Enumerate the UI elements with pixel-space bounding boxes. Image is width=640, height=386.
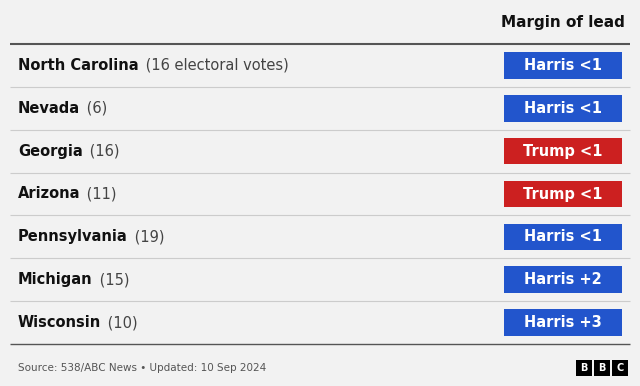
Text: C: C (616, 363, 623, 373)
Text: (10): (10) (103, 315, 138, 330)
Text: Harris +2: Harris +2 (524, 272, 602, 287)
Text: Pennsylvania: Pennsylvania (18, 229, 128, 244)
Text: Trump <1: Trump <1 (524, 144, 603, 159)
Text: Nevada: Nevada (18, 101, 80, 116)
Text: (11): (11) (83, 186, 117, 201)
Text: Harris <1: Harris <1 (524, 229, 602, 244)
FancyBboxPatch shape (504, 266, 622, 293)
Text: Margin of lead: Margin of lead (501, 15, 625, 29)
Text: Georgia: Georgia (18, 144, 83, 159)
Text: Arizona: Arizona (18, 186, 81, 201)
Text: North Carolina: North Carolina (18, 58, 139, 73)
Text: Harris +3: Harris +3 (524, 315, 602, 330)
Text: Harris <1: Harris <1 (524, 58, 602, 73)
Text: Source: 538/ABC News • Updated: 10 Sep 2024: Source: 538/ABC News • Updated: 10 Sep 2… (18, 363, 266, 373)
FancyBboxPatch shape (594, 360, 610, 376)
Text: Wisconsin: Wisconsin (18, 315, 101, 330)
Text: Harris <1: Harris <1 (524, 101, 602, 116)
Text: B: B (598, 363, 605, 373)
FancyBboxPatch shape (504, 181, 622, 207)
Text: (16): (16) (84, 144, 119, 159)
FancyBboxPatch shape (576, 360, 592, 376)
FancyBboxPatch shape (504, 95, 622, 122)
FancyBboxPatch shape (612, 360, 628, 376)
Text: Trump <1: Trump <1 (524, 186, 603, 201)
FancyBboxPatch shape (504, 138, 622, 164)
Text: B: B (580, 363, 588, 373)
Text: (6): (6) (82, 101, 108, 116)
Text: (19): (19) (130, 229, 164, 244)
Text: (16 electoral votes): (16 electoral votes) (141, 58, 289, 73)
Text: Michigan: Michigan (18, 272, 93, 287)
Text: (15): (15) (95, 272, 129, 287)
FancyBboxPatch shape (504, 223, 622, 250)
FancyBboxPatch shape (504, 309, 622, 336)
FancyBboxPatch shape (504, 52, 622, 79)
